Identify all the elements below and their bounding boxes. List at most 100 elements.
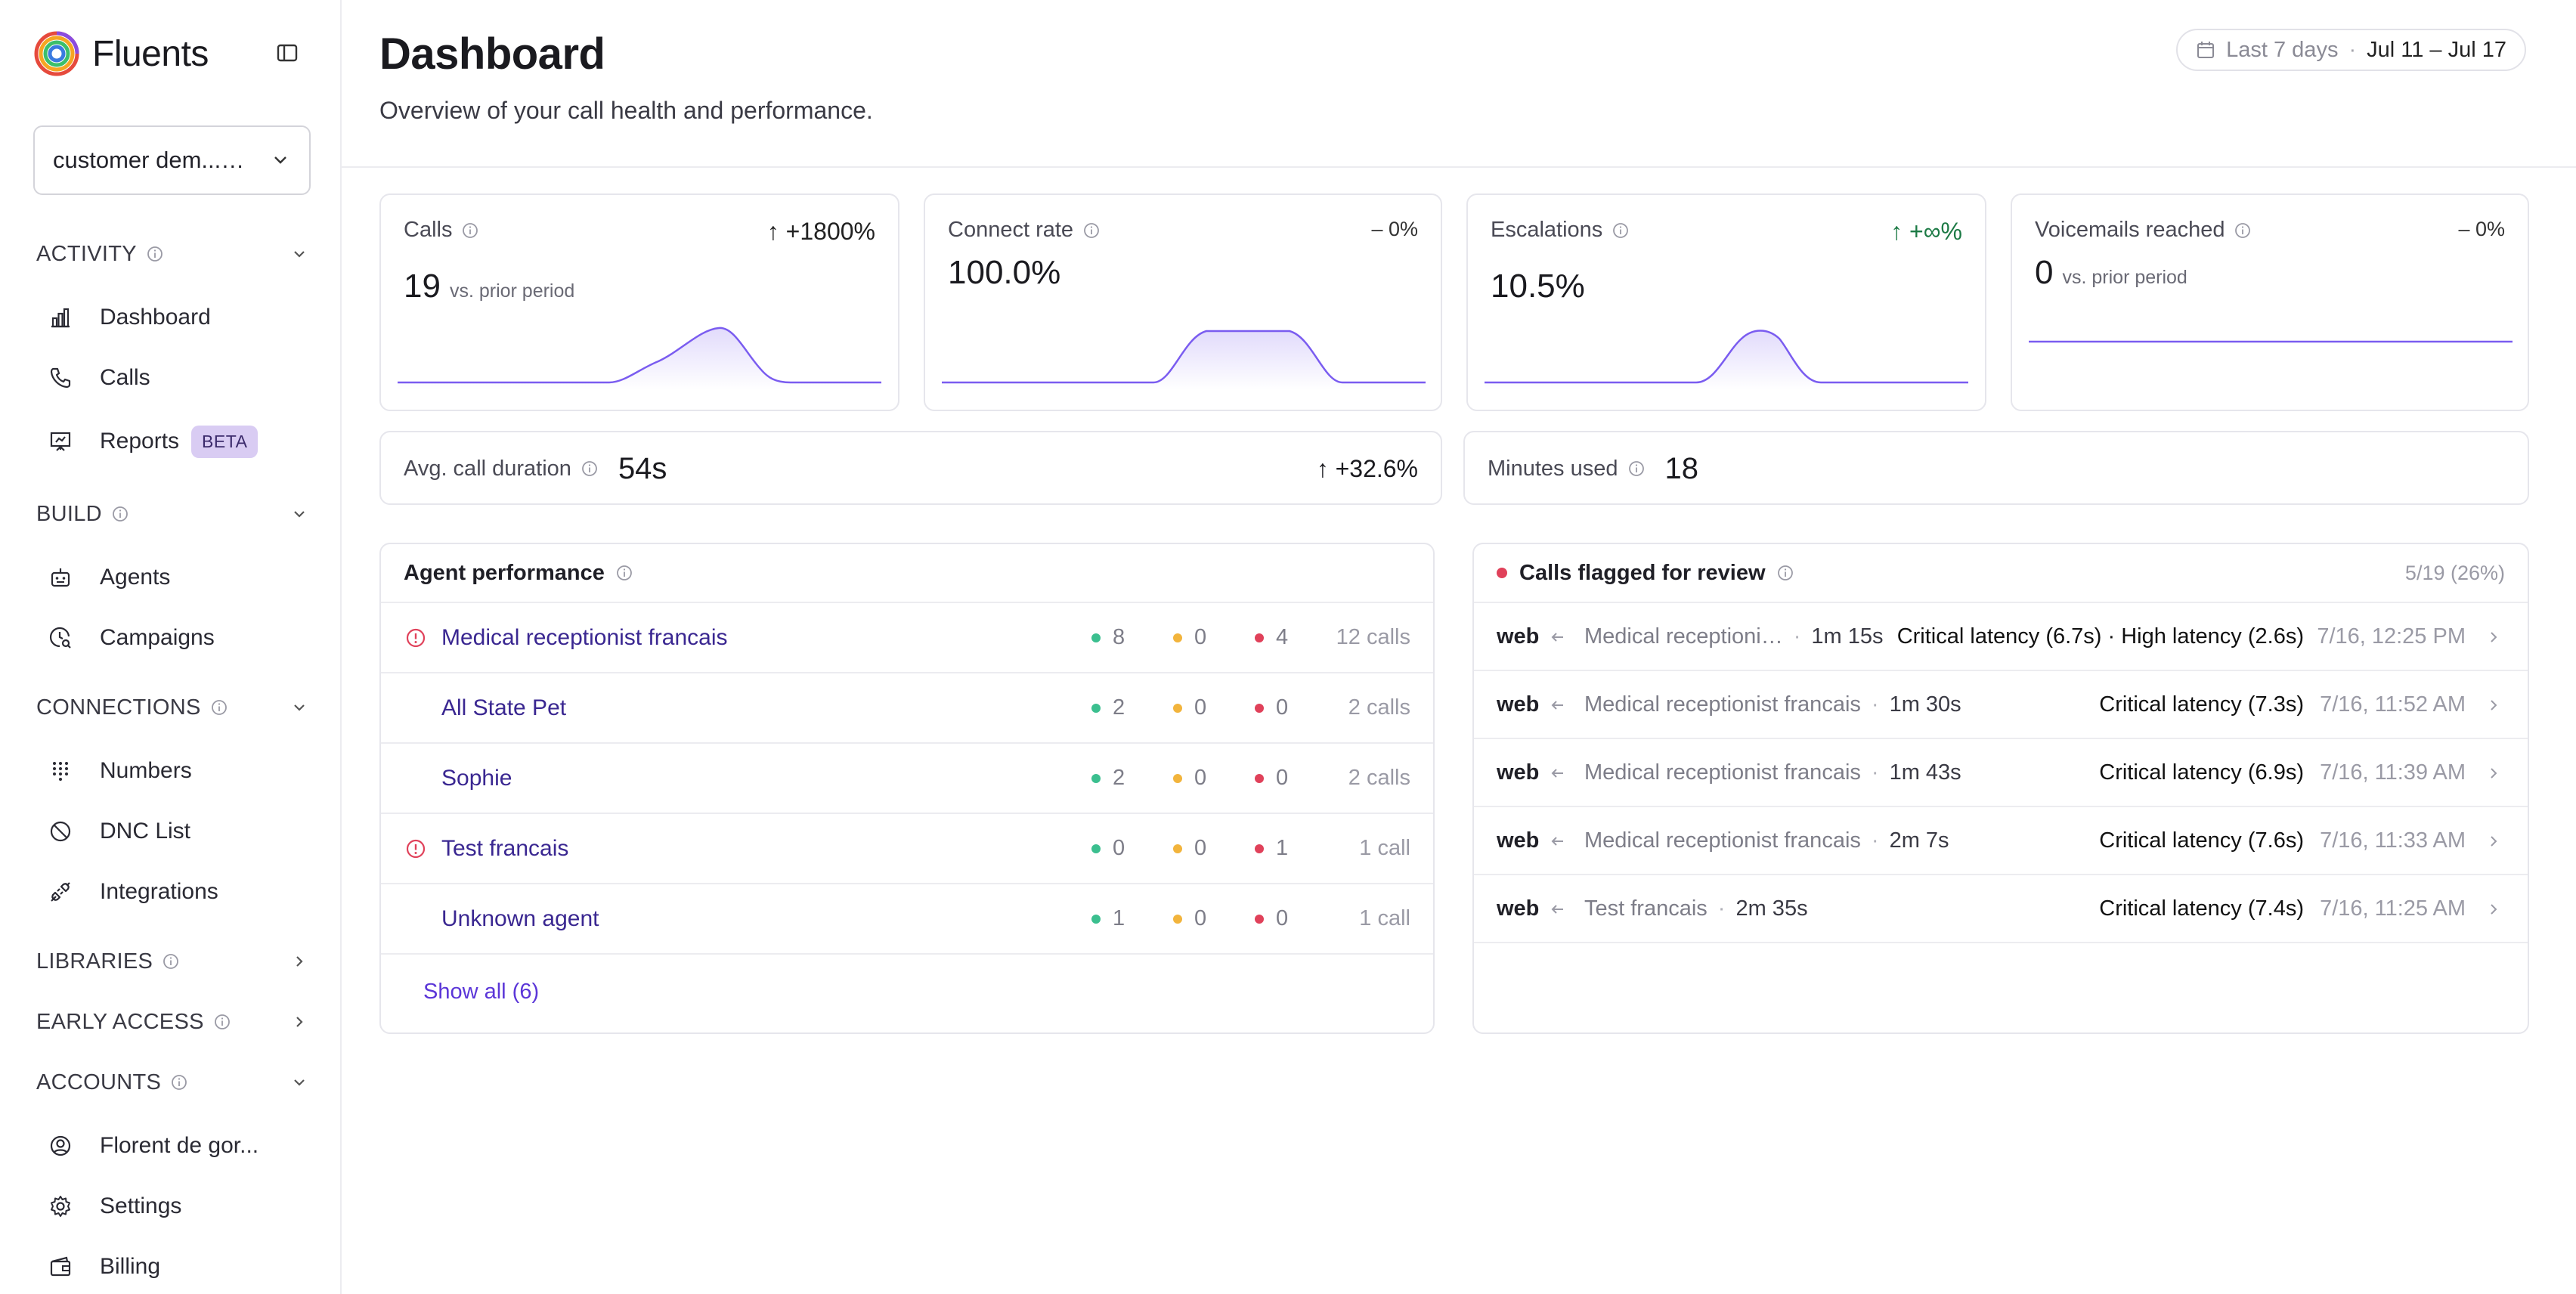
stat-card-avg-call-duration[interactable]: Avg. call duration 54s ↑ +32.6%	[379, 431, 1442, 505]
sidebar-item-agents[interactable]: Agents	[45, 559, 170, 596]
agent-name[interactable]: All State Pet	[441, 695, 567, 720]
sidebar-item-label: Settings	[100, 1193, 182, 1218]
sidebar-item-label: Integrations	[100, 879, 218, 904]
stat-delta: ↑ +32.6%	[1316, 454, 1418, 482]
plug-icon	[51, 882, 70, 902]
warning-icon	[406, 628, 426, 647]
flagged-calls-panel: Calls flagged for review 5/19 (26%) web M…	[1472, 543, 2529, 1034]
sidebar: Fluents customer dem...… ACTIVITY Dashbo…	[0, 0, 342, 1294]
agent-name: Test francais	[1584, 896, 1708, 921]
warning-icon	[406, 839, 426, 858]
stat-card-escalations[interactable]: Escalations ↑ +∞% 10.5%	[1466, 193, 1986, 411]
call-count: 2 calls	[1348, 766, 1410, 790]
section-libraries[interactable]: LIBRARIES	[36, 946, 308, 977]
sidebar-item-calls[interactable]: Calls	[45, 360, 150, 396]
arrow-left-icon	[1551, 837, 1563, 846]
stat-delta: ↑ +∞%	[1890, 218, 1962, 245]
sidebar-item-label: DNC List	[100, 819, 191, 844]
brand-name: Fluents	[92, 33, 209, 74]
table-row[interactable]: Sophie 2 0 0 2 calls	[381, 744, 1433, 814]
date-range-picker[interactable]: Last 7 days · Jul 11 – Jul 17	[2176, 29, 2526, 71]
chevron-right-icon	[2491, 836, 2497, 847]
presentation-chart-icon	[50, 432, 71, 451]
section-connections[interactable]: CONNECTIONS	[36, 692, 308, 723]
yellow-dot	[1173, 914, 1182, 924]
agent-name: Medical receptionist francais	[1584, 828, 1861, 853]
stat-value-number: 19	[404, 268, 441, 305]
sidebar-item-settings[interactable]: Settings	[45, 1188, 181, 1224]
stat-value-number: 0	[2035, 254, 2054, 291]
success-count-value: 8	[1113, 625, 1125, 649]
sidebar-item-account[interactable]: Florent de gor...	[45, 1128, 259, 1164]
timestamp: 7/16, 11:25 AM	[2320, 896, 2466, 921]
red-dot	[1255, 914, 1264, 924]
agent-name[interactable]: Medical receptionist francais	[441, 624, 728, 650]
channel-label: web	[1497, 692, 1540, 717]
stat-title: Connect rate	[948, 218, 1101, 243]
timestamp: 7/16, 11:33 AM	[2320, 828, 2466, 853]
stat-card-voicemails[interactable]: Voicemails reached – 0% 0 vs. prior perio…	[2011, 193, 2529, 411]
clock-search-icon	[49, 627, 71, 649]
agent-name[interactable]: Unknown agent	[441, 905, 599, 931]
info-icon	[582, 461, 597, 476]
section-build[interactable]: BUILD	[36, 499, 308, 529]
section-accounts[interactable]: ACCOUNTS	[36, 1067, 308, 1097]
arrow-left-icon	[1551, 905, 1563, 914]
table-row[interactable]: All State Pet 2 0 0 2 calls	[381, 673, 1433, 744]
table-row[interactable]: Test francais 0 0 1 1 call	[381, 814, 1433, 884]
fluents-logo	[34, 31, 79, 76]
sidebar-item-dnc-list[interactable]: DNC List	[45, 813, 190, 850]
stat-value: 54s	[618, 451, 667, 485]
yellow-dot	[1173, 844, 1182, 853]
table-row[interactable]: Unknown agent 1 0 0 1 call	[381, 884, 1433, 955]
brand[interactable]: Fluents	[33, 30, 209, 77]
yellow-dot	[1173, 773, 1182, 783]
robot-icon	[51, 568, 70, 587]
prohibited-icon	[50, 821, 71, 842]
workspace-select[interactable]: customer dem...…	[33, 125, 311, 195]
agent-name[interactable]: Sophie	[441, 765, 512, 791]
section-activity[interactable]: ACTIVITY	[36, 239, 308, 269]
stat-card-minutes-used[interactable]: Minutes used 18	[1463, 431, 2529, 505]
success-count: 2	[1091, 766, 1173, 791]
agent-outcome-stats: 0 0 1	[1091, 836, 1336, 861]
table-row[interactable]: Medical receptionist francais 8 0 4 12 calls	[381, 603, 1433, 673]
info-icon	[1084, 222, 1099, 238]
sidebar-toggle-icon[interactable]	[275, 41, 299, 65]
beta-badge: BETA	[191, 425, 259, 458]
list-item[interactable]: web Medical receptionist francais · 2m 7s Cr…	[1474, 807, 2528, 875]
info-icon	[1613, 222, 1629, 238]
stat-title-text: Avg. call duration	[404, 456, 571, 481]
warning-count-value: 0	[1194, 766, 1207, 790]
green-dot	[1091, 914, 1101, 924]
stat-title: Voicemails reached	[2035, 218, 2252, 243]
stat-value: 100.0%	[948, 254, 1061, 291]
info-icon	[463, 222, 478, 238]
red-dot	[1255, 844, 1264, 853]
chevron-right-icon	[296, 1017, 303, 1027]
stat-title: Minutes used 18	[1488, 432, 1698, 505]
agent-name[interactable]: Test francais	[441, 835, 569, 861]
list-item[interactable]: web Medical receptionist francais · 1m 30s C…	[1474, 671, 2528, 739]
stat-card-calls[interactable]: Calls ↑ +1800% 19 vs. prior period	[379, 193, 899, 411]
sidebar-item-integrations[interactable]: Integrations	[45, 874, 218, 910]
sidebar-item-campaigns[interactable]: Campaigns	[45, 620, 215, 656]
stat-title-text: Minutes used	[1488, 456, 1618, 481]
show-all-link[interactable]: Show all (6)	[423, 980, 540, 1004]
agent-outcome-stats: 2 0 0	[1091, 695, 1336, 720]
bar-chart-icon	[51, 308, 70, 328]
page-title: Dashboard	[379, 29, 605, 79]
list-item[interactable]: web Test francais · 2m 35s Critical latency …	[1474, 875, 2528, 943]
timestamp: 7/16, 12:25 PM	[2317, 624, 2466, 649]
section-early-access[interactable]: EARLY ACCESS	[36, 1007, 308, 1037]
sidebar-item-reports[interactable]: Reports BETA	[45, 423, 259, 460]
list-item[interactable]: web Medical receptionist francais · 1m 43s C…	[1474, 739, 2528, 807]
sidebar-item-dashboard[interactable]: Dashboard	[45, 299, 211, 336]
chevron-right-icon	[2491, 632, 2497, 642]
stat-card-connect-rate[interactable]: Connect rate – 0% 100.0%	[924, 193, 1442, 411]
list-item[interactable]: web Medical receptioni… · 1m 15s Critical la…	[1474, 603, 2528, 671]
chevron-right-icon	[2491, 768, 2497, 779]
date-range-separator: ·	[2348, 37, 2357, 62]
sidebar-item-billing[interactable]: Billing	[45, 1249, 160, 1285]
sidebar-item-numbers[interactable]: Numbers	[45, 753, 192, 789]
